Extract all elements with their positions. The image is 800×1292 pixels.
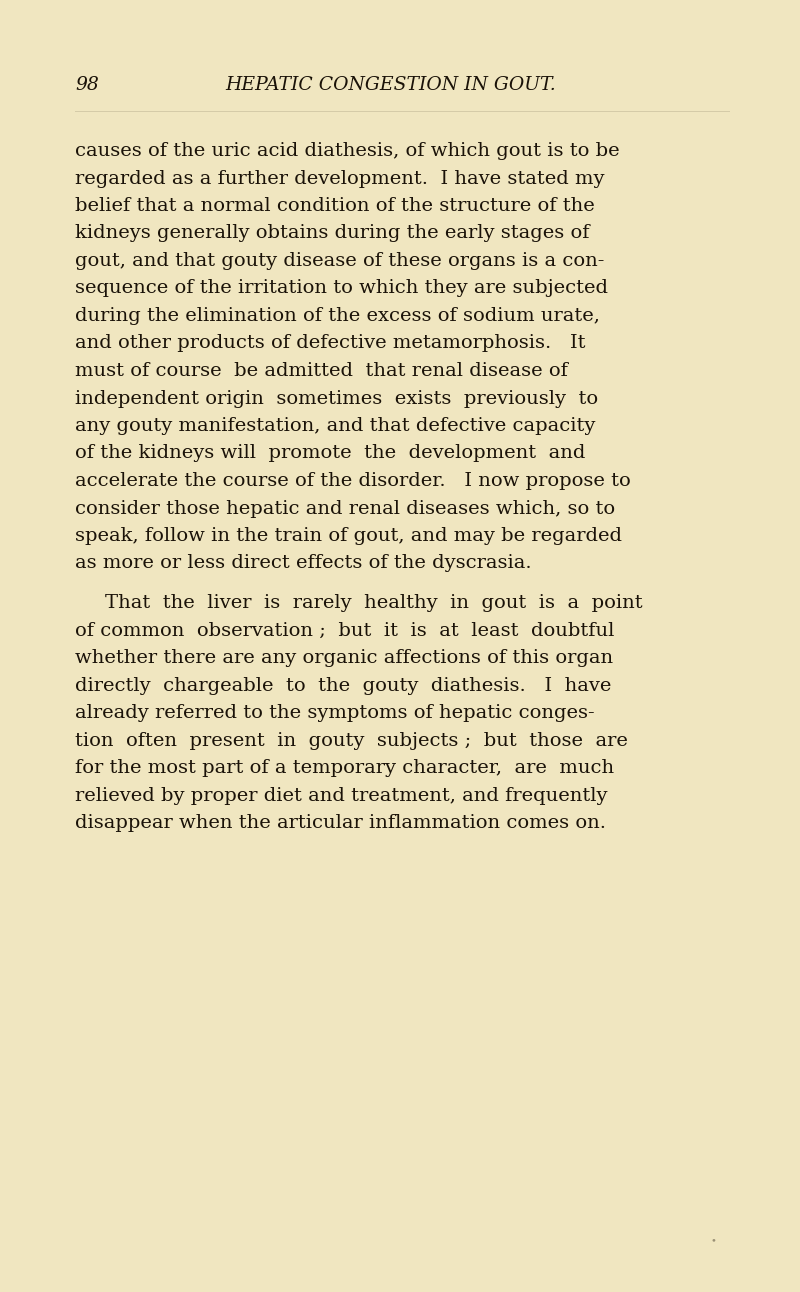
Text: disappear when the articular inflammation comes on.: disappear when the articular inflammatio…	[75, 814, 606, 832]
Text: kidneys generally obtains during the early stages of: kidneys generally obtains during the ear…	[75, 225, 590, 243]
Text: during the elimination of the excess of sodium urate,: during the elimination of the excess of …	[75, 307, 600, 326]
Text: whether there are any organic affections of this organ: whether there are any organic affections…	[75, 650, 613, 668]
Text: belief that a normal condition of the structure of the: belief that a normal condition of the st…	[75, 196, 594, 214]
Text: sequence of the irritation to which they are subjected: sequence of the irritation to which they…	[75, 279, 608, 297]
Text: must of course  be admitted  that renal disease of: must of course be admitted that renal di…	[75, 362, 568, 380]
Text: HEPATIC CONGESTION IN GOUT.: HEPATIC CONGESTION IN GOUT.	[225, 76, 556, 94]
Text: relieved by proper diet and treatment, and frequently: relieved by proper diet and treatment, a…	[75, 787, 607, 805]
Text: for the most part of a temporary character,  are  much: for the most part of a temporary charact…	[75, 760, 614, 778]
Text: of the kidneys will  promote  the  development  and: of the kidneys will promote the developm…	[75, 444, 586, 463]
Text: That  the  liver  is  rarely  healthy  in  gout  is  a  point: That the liver is rarely healthy in gout…	[105, 594, 642, 612]
Text: and other products of defective metamorphosis.   It: and other products of defective metamorp…	[75, 335, 586, 353]
Text: consider those hepatic and renal diseases which, so to: consider those hepatic and renal disease…	[75, 500, 615, 518]
Text: tion  often  present  in  gouty  subjects ;  but  those  are: tion often present in gouty subjects ; b…	[75, 731, 628, 749]
Text: accelerate the course of the disorder.   I now propose to: accelerate the course of the disorder. I…	[75, 472, 630, 490]
Text: of common  observation ;  but  it  is  at  least  doubtful: of common observation ; but it is at lea…	[75, 621, 614, 640]
Text: as more or less direct effects of the dyscrasia.: as more or less direct effects of the dy…	[75, 554, 532, 572]
Text: already referred to the symptoms of hepatic conges-: already referred to the symptoms of hepa…	[75, 704, 594, 722]
Text: any gouty manifestation, and that defective capacity: any gouty manifestation, and that defect…	[75, 417, 595, 435]
Text: speak, follow in the train of gout, and may be regarded: speak, follow in the train of gout, and …	[75, 527, 622, 545]
Text: regarded as a further development.  I have stated my: regarded as a further development. I hav…	[75, 169, 605, 187]
Text: causes of the uric acid diathesis, of which gout is to be: causes of the uric acid diathesis, of wh…	[75, 142, 620, 160]
Text: •: •	[710, 1236, 716, 1245]
Text: gout, and that gouty disease of these organs is a con-: gout, and that gouty disease of these or…	[75, 252, 604, 270]
Text: directly  chargeable  to  the  gouty  diathesis.   I  have: directly chargeable to the gouty diathes…	[75, 677, 611, 695]
Text: independent origin  sometimes  exists  previously  to: independent origin sometimes exists prev…	[75, 389, 598, 407]
Text: 98: 98	[75, 76, 98, 94]
